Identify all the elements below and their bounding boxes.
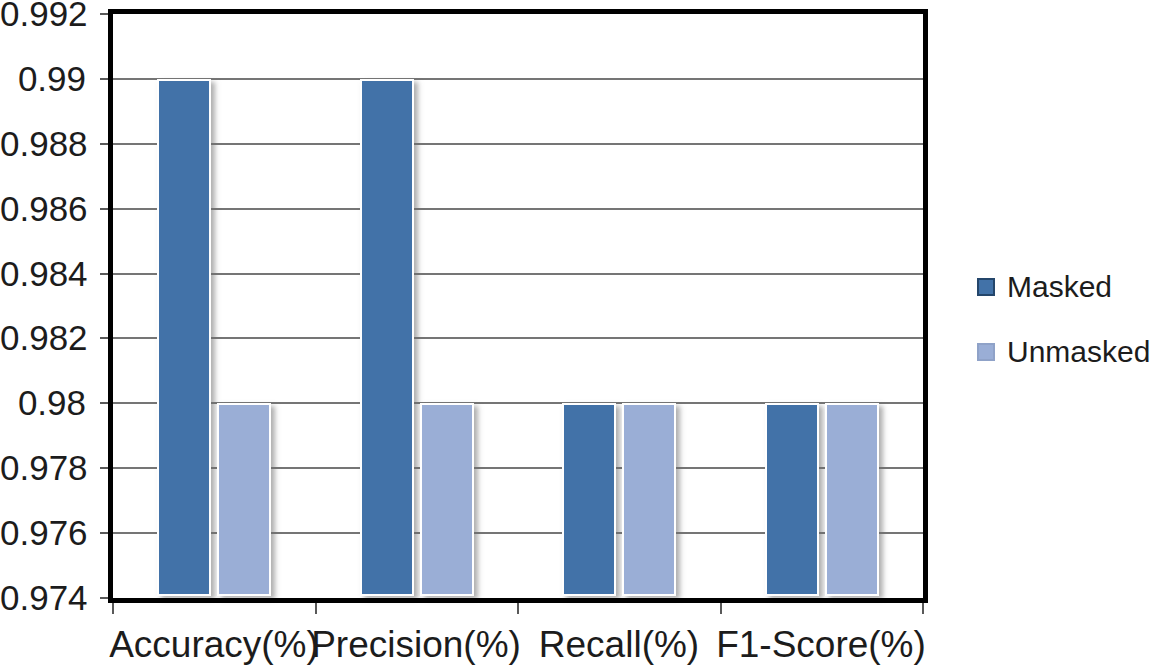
- gridline-0.988: [113, 143, 923, 145]
- legend-item-unmasked: Unmasked: [977, 334, 1150, 370]
- y-tick-label-0.984: 0.984: [0, 256, 86, 292]
- bar-masked-2: [562, 403, 616, 596]
- y-tick-0.99: [100, 78, 112, 80]
- x-tick-2: [517, 602, 519, 614]
- y-tick-label-0.99: 0.99: [0, 61, 86, 97]
- y-tick-0.974: [100, 597, 112, 599]
- y-tick-label-0.978: 0.978: [0, 450, 86, 486]
- y-tick-0.986: [100, 208, 112, 210]
- bar-masked-3: [765, 403, 819, 596]
- gridline-0.986: [113, 208, 923, 210]
- bar-chart: 0.974 0.976 0.978 0.98 0.982 0.984 0.986 0.988 0…: [0, 0, 1155, 672]
- x-tick-3: [720, 602, 722, 614]
- y-tick-label-0.976: 0.976: [0, 515, 86, 551]
- y-tick-label-0.988: 0.988: [0, 126, 86, 162]
- y-tick-0.992: [100, 13, 112, 15]
- y-tick-label-0.982: 0.982: [0, 320, 86, 356]
- legend-item-masked: Masked: [977, 269, 1150, 305]
- legend-swatch-masked: [977, 278, 995, 296]
- category-label-f1score: F1-Score(%): [701, 624, 941, 666]
- y-tick-0.98: [100, 402, 112, 404]
- y-tick-label-0.974: 0.974: [0, 580, 86, 616]
- y-tick-label-0.98: 0.98: [0, 385, 86, 421]
- legend: Masked Unmasked: [977, 269, 1150, 399]
- x-tick-0: [112, 602, 114, 614]
- bar-unmasked-0: [217, 403, 271, 596]
- y-tick-0.978: [100, 467, 112, 469]
- bar-masked-0: [157, 79, 211, 596]
- legend-label-unmasked: Unmasked: [1007, 334, 1150, 370]
- y-tick-0.984: [100, 273, 112, 275]
- bar-unmasked-2: [622, 403, 676, 596]
- y-tick-label-0.986: 0.986: [0, 191, 86, 227]
- gridline-0.984: [113, 273, 923, 275]
- bar-masked-1: [360, 79, 414, 596]
- x-tick-4: [922, 602, 924, 614]
- gridline-0.99: [113, 78, 923, 80]
- bar-unmasked-3: [825, 403, 879, 596]
- legend-swatch-unmasked: [977, 343, 995, 361]
- bar-unmasked-1: [420, 403, 474, 596]
- x-tick-1: [315, 602, 317, 614]
- y-tick-0.982: [100, 337, 112, 339]
- y-tick-0.976: [100, 532, 112, 534]
- y-tick-0.988: [100, 143, 112, 145]
- legend-label-masked: Masked: [1007, 269, 1112, 305]
- gridline-0.982: [113, 337, 923, 339]
- y-tick-label-0.992: 0.992: [0, 0, 86, 32]
